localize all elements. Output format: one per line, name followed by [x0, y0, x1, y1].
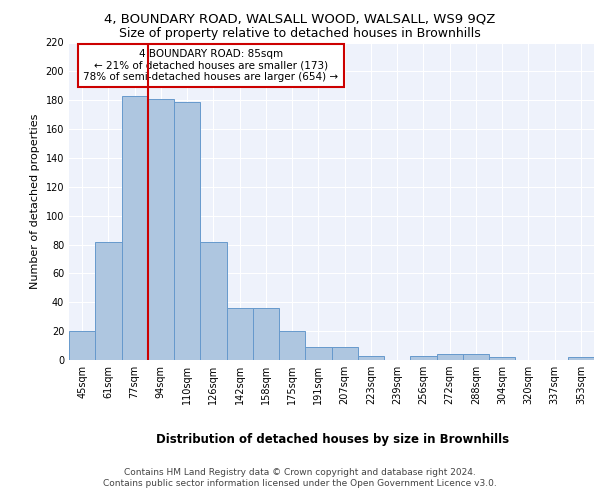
Bar — [279, 331, 305, 360]
Bar — [253, 308, 279, 360]
Bar — [489, 357, 515, 360]
Bar — [148, 99, 174, 360]
Bar — [121, 96, 148, 360]
Bar — [463, 354, 489, 360]
Bar — [358, 356, 384, 360]
Bar — [200, 242, 227, 360]
Bar — [410, 356, 437, 360]
Text: Distribution of detached houses by size in Brownhills: Distribution of detached houses by size … — [157, 432, 509, 446]
Bar — [331, 347, 358, 360]
Bar — [305, 347, 331, 360]
Bar — [95, 242, 121, 360]
Text: 4 BOUNDARY ROAD: 85sqm
← 21% of detached houses are smaller (173)
78% of semi-de: 4 BOUNDARY ROAD: 85sqm ← 21% of detached… — [83, 49, 338, 82]
Bar — [568, 357, 594, 360]
Text: 4, BOUNDARY ROAD, WALSALL WOOD, WALSALL, WS9 9QZ: 4, BOUNDARY ROAD, WALSALL WOOD, WALSALL,… — [104, 12, 496, 26]
Text: Contains HM Land Registry data © Crown copyright and database right 2024.
Contai: Contains HM Land Registry data © Crown c… — [103, 468, 497, 487]
Y-axis label: Number of detached properties: Number of detached properties — [30, 114, 40, 289]
Bar — [174, 102, 200, 360]
Bar — [227, 308, 253, 360]
Bar — [437, 354, 463, 360]
Text: Size of property relative to detached houses in Brownhills: Size of property relative to detached ho… — [119, 28, 481, 40]
Bar — [69, 331, 95, 360]
